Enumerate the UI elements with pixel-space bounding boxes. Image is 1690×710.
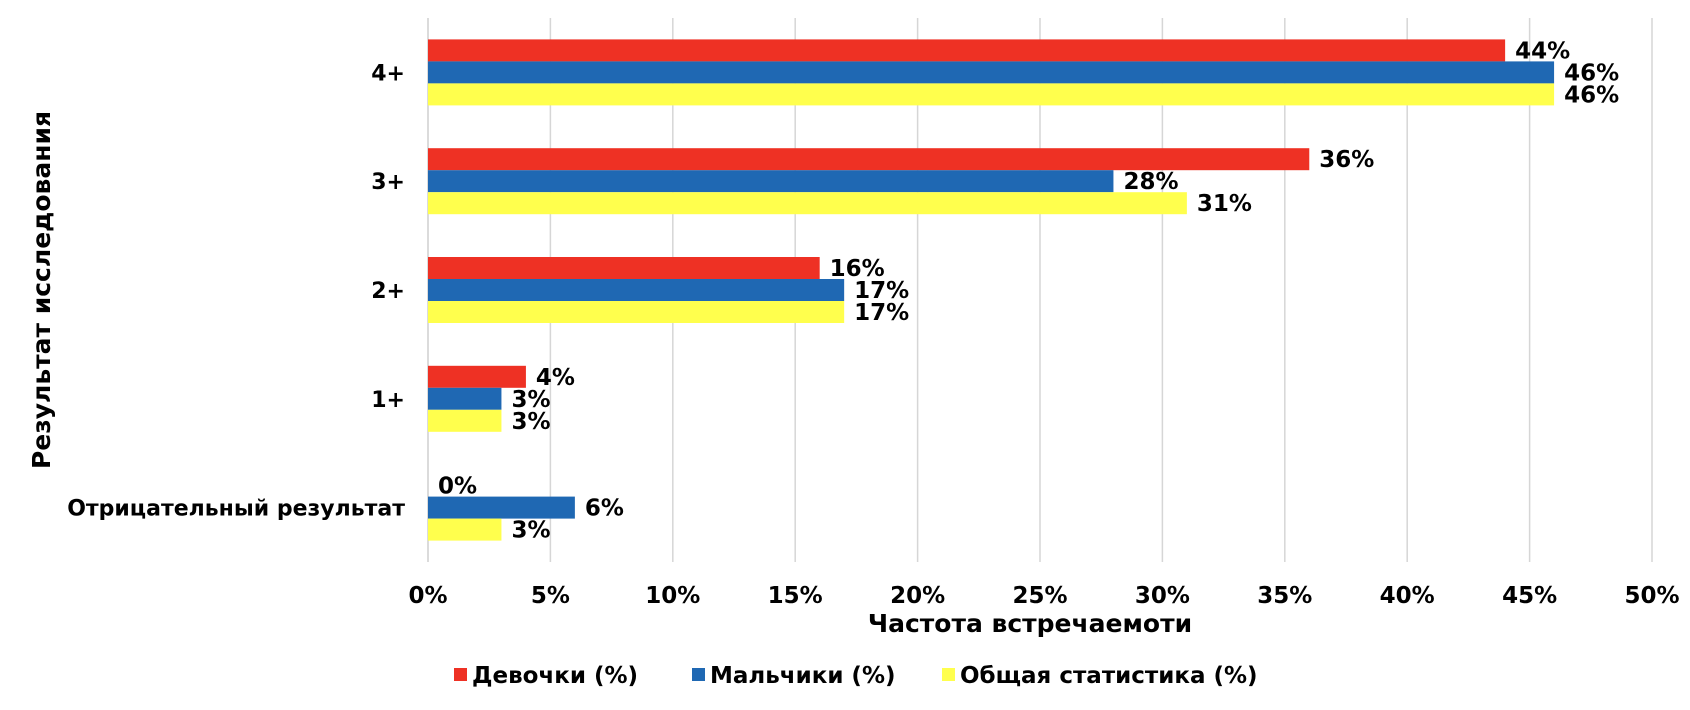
bar	[428, 192, 1187, 215]
data-labels: 44%46%46%36%28%31%16%17%17%4%3%3%0%6%3%	[438, 38, 1619, 543]
bar	[428, 301, 845, 323]
x-tick-label: 15%	[768, 583, 823, 609]
x-tick-label: 50%	[1624, 583, 1679, 609]
data-label: 3%	[511, 409, 550, 435]
y-axis-categories: 4+ 3+ 2+ 1+ Отрицательный результат	[67, 61, 405, 521]
legend-label: Общая статистика (%)	[960, 663, 1258, 689]
bars	[428, 39, 1555, 541]
data-label: 4%	[536, 365, 575, 391]
data-label: 17%	[854, 278, 909, 304]
bar	[428, 409, 502, 432]
bar	[428, 387, 502, 410]
data-label: 17%	[854, 300, 909, 326]
y-category-label: Отрицательный результат	[67, 497, 405, 522]
y-category-label: 4+	[371, 61, 405, 86]
legend: Девочки (%) Мальчики (%) Общая статистика …	[454, 663, 1258, 689]
data-label: 0%	[438, 474, 477, 500]
legend-swatch	[942, 668, 955, 681]
data-label: 36%	[1319, 147, 1374, 173]
x-tick-label: 30%	[1135, 583, 1190, 609]
x-axis-title: Частота встречаемоти	[868, 609, 1192, 638]
x-tick-label: 5%	[531, 583, 570, 609]
y-category-label: 3+	[371, 170, 405, 195]
x-tick-label: 45%	[1502, 583, 1557, 609]
x-tick-label: 20%	[890, 583, 945, 609]
data-label: 46%	[1564, 82, 1619, 108]
gridlines	[427, 18, 1653, 562]
x-axis-ticks: 0% 5% 10% 15% 20% 25% 30% 35% 40% 45% 50%	[408, 583, 1679, 609]
bar	[428, 257, 820, 279]
legend-label: Девочки (%)	[472, 663, 638, 689]
bar	[428, 61, 1555, 84]
bar	[428, 83, 1555, 106]
x-tick-label: 25%	[1012, 583, 1067, 609]
x-tick-label: 40%	[1380, 583, 1435, 609]
bar	[428, 365, 526, 388]
data-label: 3%	[511, 387, 550, 413]
legend-swatch	[692, 668, 705, 681]
bar	[428, 148, 1310, 171]
legend-swatch	[454, 668, 467, 681]
legend-label: Мальчики (%)	[710, 663, 896, 689]
data-label: 31%	[1197, 191, 1252, 217]
data-label: 3%	[511, 518, 550, 544]
bar	[428, 279, 845, 301]
y-category-label: 1+	[371, 388, 405, 413]
data-label: 16%	[830, 256, 885, 282]
x-tick-label: 0%	[408, 583, 447, 609]
data-label: 44%	[1515, 38, 1570, 64]
y-category-label: 2+	[371, 279, 405, 304]
data-label: 6%	[585, 496, 624, 522]
bar	[428, 518, 502, 541]
bar	[428, 39, 1506, 62]
x-tick-label: 10%	[645, 583, 700, 609]
x-tick-label: 35%	[1257, 583, 1312, 609]
y-axis-title: Результат исследования	[27, 111, 56, 469]
bar	[428, 496, 575, 519]
data-label: 28%	[1123, 169, 1178, 195]
bar	[428, 170, 1114, 193]
data-label: 46%	[1564, 60, 1619, 86]
